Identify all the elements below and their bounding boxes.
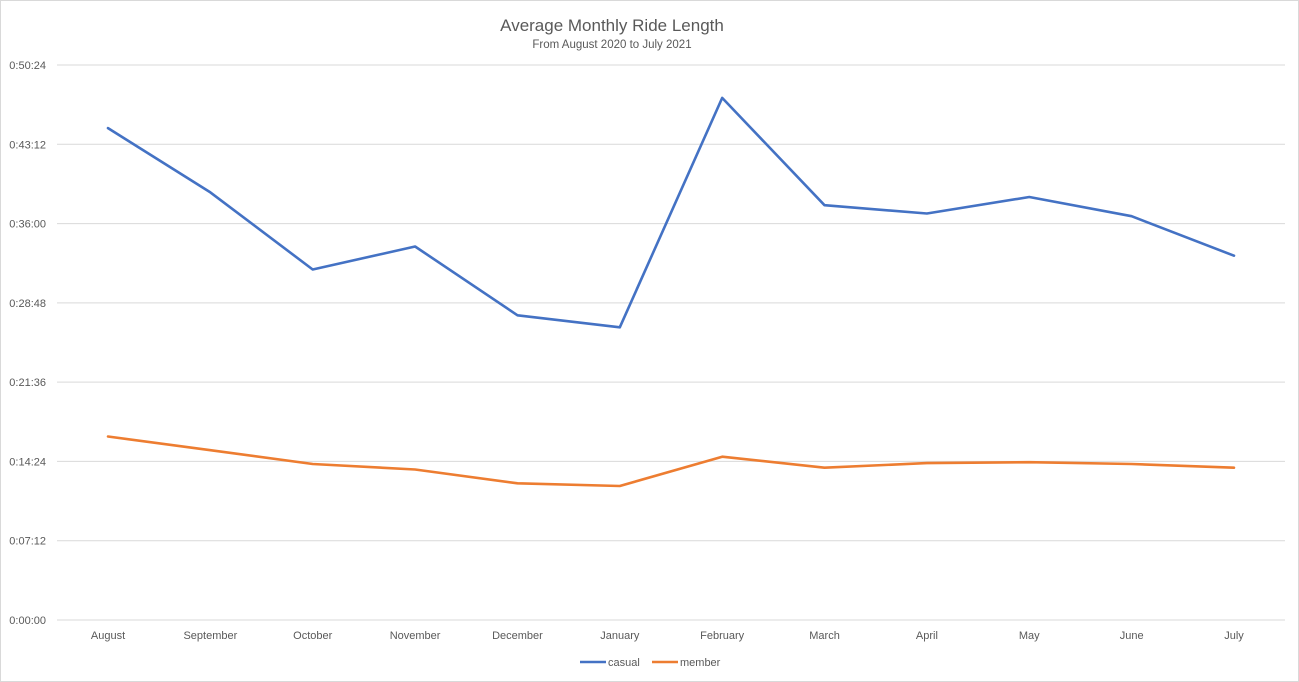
x-tick-label: February [700,630,745,642]
x-tick-label: January [600,630,640,642]
x-tick-label: April [916,630,938,642]
chart-title: Average Monthly Ride Length [500,16,724,35]
y-tick-label: 0:21:36 [9,377,46,389]
legend: casual member [580,657,721,669]
x-tick-label: September [183,630,237,642]
y-tick-label: 0:28:48 [9,298,46,310]
series-line-casual [106,96,1236,329]
x-tick-label: December [492,630,543,642]
x-tick-label: November [390,630,441,642]
y-tick-label: 0:00:00 [9,615,46,627]
x-tick-label: June [1120,630,1144,642]
chart-subtitle: From August 2020 to July 2021 [532,39,691,51]
series-line-member [106,435,1236,488]
gridlines [57,64,1285,621]
x-axis-ticks: August September October November December Ja… [91,630,1244,642]
y-tick-label: 0:50:24 [9,60,46,72]
y-tick-label: 0:36:00 [9,219,46,231]
x-tick-label: March [809,630,840,642]
y-tick-label: 0:07:12 [9,536,46,548]
x-tick-label: May [1019,630,1040,642]
legend-label-casual: casual [608,657,640,669]
x-tick-label: August [91,630,125,642]
series-lines [106,96,1236,488]
x-tick-label: October [293,630,332,642]
y-axis-ticks: 0:00:00 0:07:12 0:14:24 0:21:36 0:28:48 0:36:… [9,60,46,627]
legend-label-member: member [680,657,721,669]
y-tick-label: 0:43:12 [9,139,46,151]
y-tick-label: 0:14:24 [9,456,46,468]
x-tick-label: July [1224,630,1244,642]
